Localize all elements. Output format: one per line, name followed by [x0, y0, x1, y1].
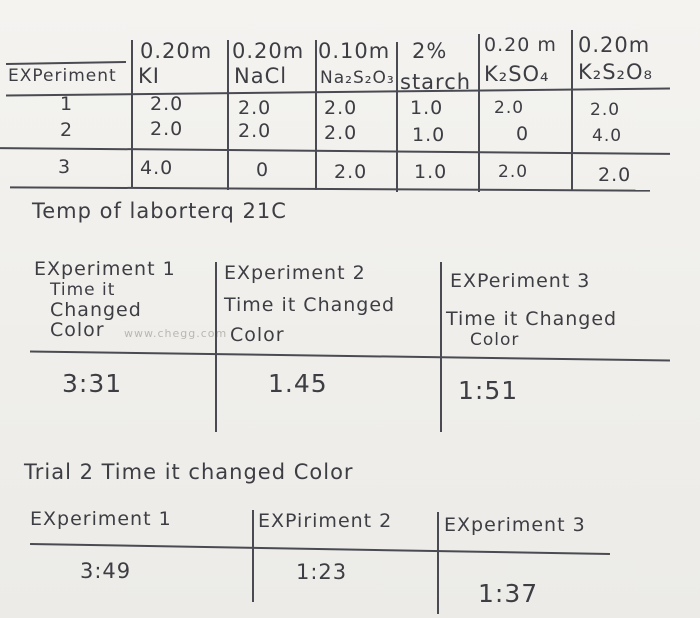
conc-k2s2o8: 0.20m — [578, 33, 651, 57]
reagent-thiosulfate: Na₂S₂O₃ — [320, 68, 395, 88]
row2-k2so4: 0 — [516, 123, 530, 145]
row2-underline — [0, 147, 670, 155]
row3-exp: 3 — [58, 156, 72, 178]
temperature-note: Temp of laborterq 21C — [32, 199, 287, 223]
reagent-starch: starch — [400, 70, 472, 94]
conc-nacl: 0.20m — [232, 39, 305, 63]
trial2-exp2-header: EXPiriment 2 — [258, 510, 393, 532]
row3-starch: 1.0 — [414, 161, 448, 183]
col-divider-5 — [478, 34, 480, 192]
reagent-nacl: NaCl — [234, 64, 288, 88]
row2-starch: 1.0 — [412, 124, 446, 146]
trial1-divider-2 — [440, 262, 442, 432]
row2-k2s2o8: 4.0 — [592, 126, 623, 146]
trial2-header-underline — [30, 542, 610, 556]
col-divider-2 — [227, 40, 229, 190]
row1-nacl: 2.0 — [238, 97, 272, 119]
row2-thiosulfate: 2.0 — [324, 122, 358, 144]
reagent-k2so4: K₂SO₄ — [484, 62, 550, 86]
conc-ki: 0.20m — [140, 39, 213, 63]
trial1-exp1-sub1: Time it — [50, 280, 116, 300]
row2-nacl: 2.0 — [238, 120, 272, 142]
trial1-exp1-header: EXperiment 1 — [34, 258, 176, 280]
trial2-divider-2 — [437, 512, 439, 614]
row1-ki: 2.0 — [150, 93, 184, 115]
trial1-exp2-sub1: Time it Changed — [224, 294, 396, 316]
trial1-exp2-time: 1.45 — [268, 369, 328, 398]
row1-exp: 1 — [60, 93, 74, 115]
conc-k2so4: 0.20 m — [484, 34, 557, 56]
trial2-exp3-time: 1:37 — [478, 579, 539, 608]
trial1-exp1-sub2: Changed — [50, 299, 142, 321]
trial2-exp1-header: EXperiment 1 — [30, 508, 172, 530]
col-divider-6 — [571, 30, 573, 190]
row2-ki: 2.0 — [150, 118, 184, 140]
trial2-exp3-header: EXperiment 3 — [444, 514, 586, 536]
experiment-header: EXPeriment — [8, 66, 117, 86]
reagent-k2s2o8: K₂S₂O₈ — [578, 60, 653, 84]
trial1-exp3-header: EXPeriment 3 — [450, 270, 591, 292]
trial1-exp2-sub2: Color — [230, 324, 285, 346]
row3-thiosulfate: 2.0 — [334, 161, 368, 183]
trial1-exp3-sub1: Time it Changed — [446, 308, 618, 330]
trial1-exp1-sub3: Color — [50, 319, 105, 341]
reagent-ki: KI — [138, 64, 160, 88]
row3-ki: 4.0 — [140, 157, 174, 179]
trial1-exp3-sub2: Color — [470, 330, 520, 350]
watermark-text: www.chegg.com — [124, 327, 228, 340]
row3-k2s2o8: 2.0 — [598, 164, 632, 186]
trial1-header-underline — [30, 350, 670, 362]
row1-k2so4: 2.0 — [494, 98, 525, 118]
trial1-exp1-time: 3:31 — [62, 369, 123, 398]
trial1-exp3-time: 1:51 — [458, 376, 519, 405]
col-divider-4 — [396, 42, 398, 192]
trial2-exp1-time: 3:49 — [80, 559, 132, 583]
row1-k2s2o8: 2.0 — [590, 100, 621, 120]
conc-thiosulfate: 0.10m — [318, 39, 391, 63]
col-divider-3 — [315, 40, 317, 190]
conc-starch: 2% — [412, 39, 448, 63]
row3-k2so4: 2.0 — [498, 162, 529, 182]
row2-exp: 2 — [60, 119, 74, 141]
trial1-exp2-header: EXperiment 2 — [224, 262, 366, 284]
trial2-title: Trial 2 Time it changed Color — [24, 460, 354, 484]
row3-nacl: 0 — [256, 159, 270, 181]
col-divider-1 — [131, 40, 133, 188]
header-divider — [5, 60, 127, 66]
table-bottom — [9, 186, 651, 192]
trial1-divider-1 — [215, 262, 217, 432]
row1-thiosulfate: 2.0 — [324, 97, 358, 119]
row1-starch: 1.0 — [410, 97, 444, 119]
trial2-exp2-time: 1:23 — [296, 560, 348, 584]
trial2-divider-1 — [252, 510, 254, 602]
